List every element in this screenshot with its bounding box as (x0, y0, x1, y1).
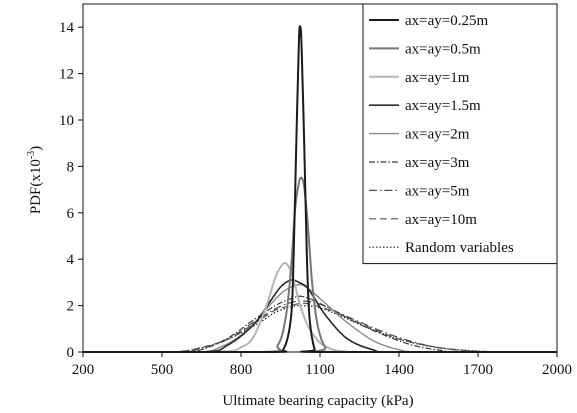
legend-label: ax=ay=1.5m (405, 98, 481, 114)
x-axis-label: Ultimate bearing capacity (kPa) (222, 393, 413, 409)
legend-label: ax=ay=0.25m (405, 13, 488, 29)
y-tick-label: 4 (67, 252, 75, 268)
legend: ax=ay=0.25m ax=ay=0.5m ax=ay=1m ax=ay=1.5m a… (362, 3, 558, 265)
x-tick-label: 1100 (305, 362, 334, 378)
x-tick-label: 200 (72, 362, 95, 378)
legend-label: ax=ay=2m (405, 127, 470, 143)
x-tick-label: 1700 (463, 362, 493, 378)
y-axis-label: PDF(x10-3) (26, 146, 44, 214)
legend-label: Random variables (405, 240, 514, 256)
series-line-ax-ay-10m (82, 302, 557, 353)
x-tick-label: 1400 (384, 362, 414, 378)
y-tick-label: 2 (67, 299, 75, 315)
x-axis-ticks: 200 500 800 1100 1400 1700 2000 (72, 352, 572, 378)
y-tick-label: 8 (67, 159, 75, 175)
x-tick-label: 2000 (542, 362, 572, 378)
series-line-ax-ay-1-5m (82, 279, 557, 353)
y-tick-label: 6 (67, 206, 75, 222)
series-line-ax-ay-0-5m (82, 176, 557, 354)
series-layer (82, 25, 557, 354)
series-line-ax-ay-3m (82, 295, 557, 353)
y-tick-label: 10 (59, 113, 74, 129)
series-line-ax-ay-2m (82, 283, 557, 353)
legend-label: ax=ay=0.5m (405, 41, 481, 57)
y-tick-label: 0 (67, 345, 75, 361)
legend-label: ax=ay=10m (405, 212, 477, 228)
series-line-random-variables (82, 304, 557, 353)
y-axis-ticks: 0 2 4 6 8 10 12 14 (59, 20, 83, 361)
x-tick-label: 500 (151, 362, 174, 378)
y-tick-label: 14 (59, 20, 75, 36)
y-tick-label: 12 (59, 67, 74, 83)
legend-label: ax=ay=3m (405, 155, 470, 171)
series-line-ax-ay-0-25m (82, 25, 557, 354)
legend-label: ax=ay=5m (405, 183, 470, 199)
x-tick-label: 800 (230, 362, 253, 378)
legend-label: ax=ay=1m (405, 70, 470, 86)
